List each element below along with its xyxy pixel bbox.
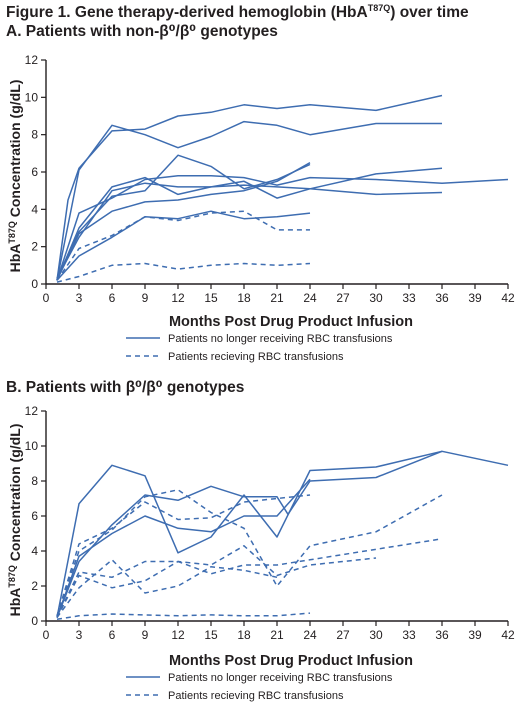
x-tick-label: 6 [109,291,116,305]
y-tick-label: 10 [25,90,39,104]
x-tick-label: 24 [303,291,317,305]
y-tick-label: 2 [31,240,38,254]
series-line-3 [56,478,311,618]
y-tick-label: 2 [31,579,38,593]
x-tick-label: 36 [435,628,449,642]
x-tick-label: 33 [402,291,416,305]
series-line-1 [56,94,443,281]
y-axis-label: HbAT87Q Concentration (g/dL) [7,80,23,273]
series-line-8 [56,559,278,618]
series-line-3 [56,174,509,281]
x-axis-label: Months Post Drug Product Infusion [169,653,413,669]
legend-label-solid: Patients no longer receiving RBC transfu… [168,333,393,345]
series-line-5 [56,154,311,279]
series-line-6 [56,538,443,618]
x-tick-label: 27 [336,291,350,305]
y-tick-label: 8 [31,474,38,488]
x-tick-label: 30 [369,628,383,642]
panel-b-title: B. Patients with β⁰/β⁰ genotypes [6,379,245,396]
x-tick-label: 15 [204,291,218,305]
x-tick-label: 39 [468,628,482,642]
y-tick-label: 12 [25,404,39,418]
x-tick-label: 30 [369,291,383,305]
y-tick-label: 8 [31,128,38,142]
x-tick-label: 33 [402,628,416,642]
x-tick-label: 42 [501,628,515,642]
figure-title-superscript: T87Q [367,3,391,13]
x-tick-label: 0 [43,291,50,305]
x-tick-label: 3 [76,628,83,642]
x-tick-label: 6 [109,628,116,642]
series-line-9 [56,210,310,281]
x-tick-label: 21 [270,291,284,305]
y-tick-label: 6 [31,165,38,179]
y-tick-label: 12 [25,53,39,67]
x-axis-label: Months Post Drug Product Infusion [169,314,413,330]
series-line-10 [56,262,311,283]
series-line-4 [56,489,443,617]
series-line-2 [56,450,443,618]
x-tick-label: 36 [435,291,449,305]
panel-a-title: A. Patients with non-β⁰/β⁰ genotypes [6,23,278,40]
series-line-7 [56,545,377,618]
x-tick-label: 39 [468,291,482,305]
legend-label-solid: Patients no longer receiving RBC transfu… [168,672,393,684]
legend-label-dashed: Patients recieving RBC transfusions [168,351,344,363]
x-tick-label: 21 [270,628,284,642]
x-tick-label: 18 [237,628,251,642]
series-line-2 [56,120,442,281]
y-tick-label: 6 [31,509,38,523]
x-tick-label: 3 [76,291,83,305]
x-tick-label: 42 [501,291,515,305]
x-tick-label: 9 [142,628,149,642]
series-line-8 [56,210,311,281]
y-tick-label: 4 [31,202,38,216]
x-tick-label: 18 [237,291,251,305]
figure-title-text: Figure 1. Gene therapy-derived hemoglobi… [6,3,469,22]
x-tick-label: 12 [171,628,185,642]
x-tick-label: 27 [336,628,350,642]
y-tick-label: 4 [31,544,38,558]
y-tick-label: 10 [25,439,39,453]
series-line-9 [56,612,311,621]
x-tick-label: 15 [204,628,218,642]
x-tick-label: 9 [142,291,149,305]
figure-title: Figure 1. Gene therapy-derived hemoglobi… [6,3,469,22]
series-line-1 [56,450,509,618]
x-tick-label: 12 [171,291,185,305]
x-tick-label: 0 [43,628,50,642]
x-tick-label: 24 [303,628,317,642]
series-line-6 [56,162,311,281]
legend-label-dashed: Patients recieving RBC transfusions [168,690,344,702]
series-line-5 [56,494,311,617]
y-axis-label: HbAT87Q Concentration (g/dL) [7,424,23,617]
y-tick-label: 0 [31,614,38,628]
y-tick-label: 0 [31,277,38,291]
series-line-7 [56,182,443,279]
